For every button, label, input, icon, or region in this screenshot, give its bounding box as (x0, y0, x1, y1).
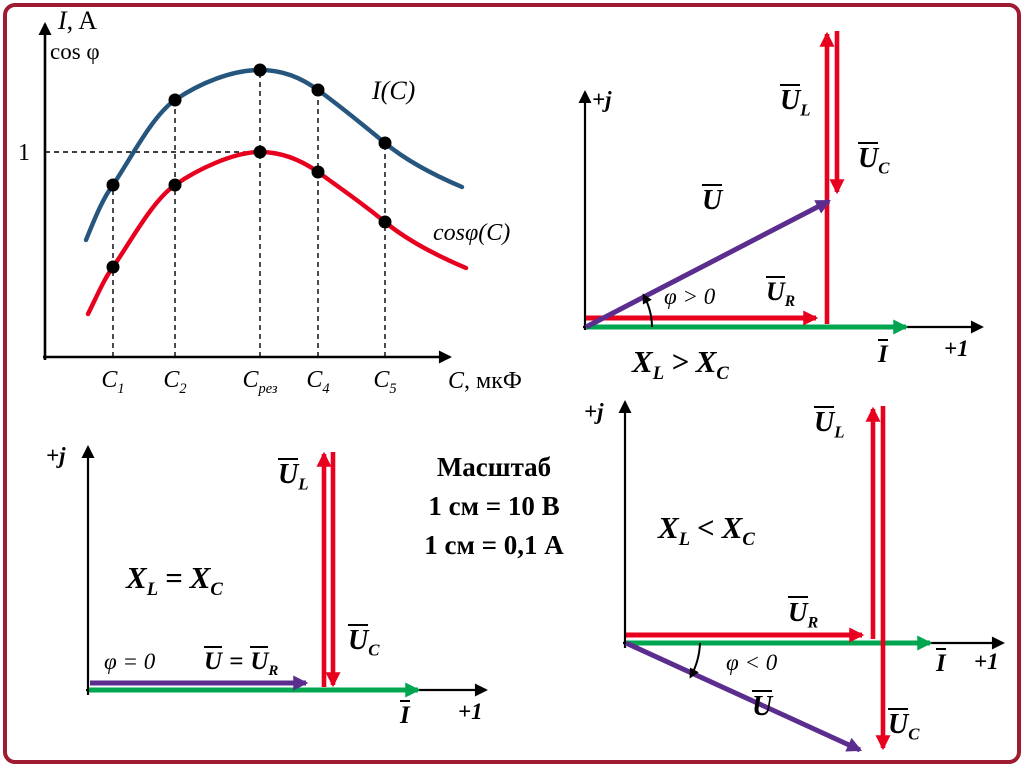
chart-xtick-c1: C1 (101, 367, 125, 397)
phi-label: φ = 0 (104, 649, 156, 674)
chart-xtick-c2: C2 (163, 367, 187, 397)
vector-label-i: I (936, 648, 946, 677)
vector-label-uc: UC (858, 142, 890, 178)
curve-label-current: I(C) (372, 76, 416, 105)
scale-current-line: 1 см = 0,1 А (424, 530, 564, 561)
vector-label-u: U (702, 184, 723, 216)
vector-label-ur: UR (788, 596, 819, 632)
phi-label: φ < 0 (726, 650, 778, 675)
curve-label-cos: cosφ(C) (433, 220, 511, 246)
vector-label-ul: UL (278, 458, 309, 494)
chart-xtick-c4: C4 (306, 367, 330, 397)
phi-arc (689, 642, 701, 679)
chart-ylabel: I, A (58, 6, 98, 35)
data-points (106, 63, 392, 274)
phi-label: φ > 0 (664, 284, 716, 309)
condition-xl-lt-xc: XL < XC (658, 510, 755, 551)
vector-label-i: I (878, 339, 888, 368)
chart-ytick-1: 1 (18, 140, 30, 166)
vector-label-ul: UL (814, 406, 845, 442)
vector-label-ur: UR (766, 276, 796, 311)
chart-xlabel: C, мкФ (448, 368, 522, 394)
phasor-xl-lt-xc (618, 400, 1005, 753)
vector-label-uc: UC (888, 708, 920, 744)
vector-label-uc: UC (348, 624, 380, 660)
vector-label-i: I (400, 700, 410, 729)
phasor-xl-gt-xc (578, 31, 984, 335)
resonance-chart (38, 22, 469, 364)
vector-label-u-equals-ur: U = UR (204, 646, 279, 679)
vector-label-ul: UL (780, 84, 811, 120)
axis-label-j: +j (584, 399, 604, 424)
condition-xl-eq-xc: XL = XC (126, 560, 223, 601)
vector-u-arrow (584, 198, 831, 330)
scale-voltage-line: 1 см = 10 В (428, 491, 560, 522)
vector-u-arrow (624, 640, 863, 753)
vector-label-u: U (752, 690, 773, 722)
scale-title: Масштаб (436, 452, 552, 482)
chart-xtick-crez: Cрез (242, 367, 278, 397)
axis-label-plus1: +1 (458, 699, 483, 724)
chart-xtick-c5: C5 (373, 367, 397, 397)
axis-label-j: +j (592, 87, 612, 112)
curve-cos-phi (85, 149, 469, 317)
condition-xl-gt-xc: XL > XC (632, 344, 729, 385)
phasor-xl-eq-xc (81, 445, 488, 698)
axis-label-plus1: +1 (944, 336, 969, 361)
axis-label-j: +j (46, 443, 66, 468)
axis-label-plus1: +1 (974, 649, 999, 674)
scale-note: Масштаб 1 см = 10 В 1 см = 0,1 А (378, 448, 610, 565)
phi-arc (642, 293, 653, 328)
chart-ylabel-cos: cos φ (50, 39, 100, 64)
